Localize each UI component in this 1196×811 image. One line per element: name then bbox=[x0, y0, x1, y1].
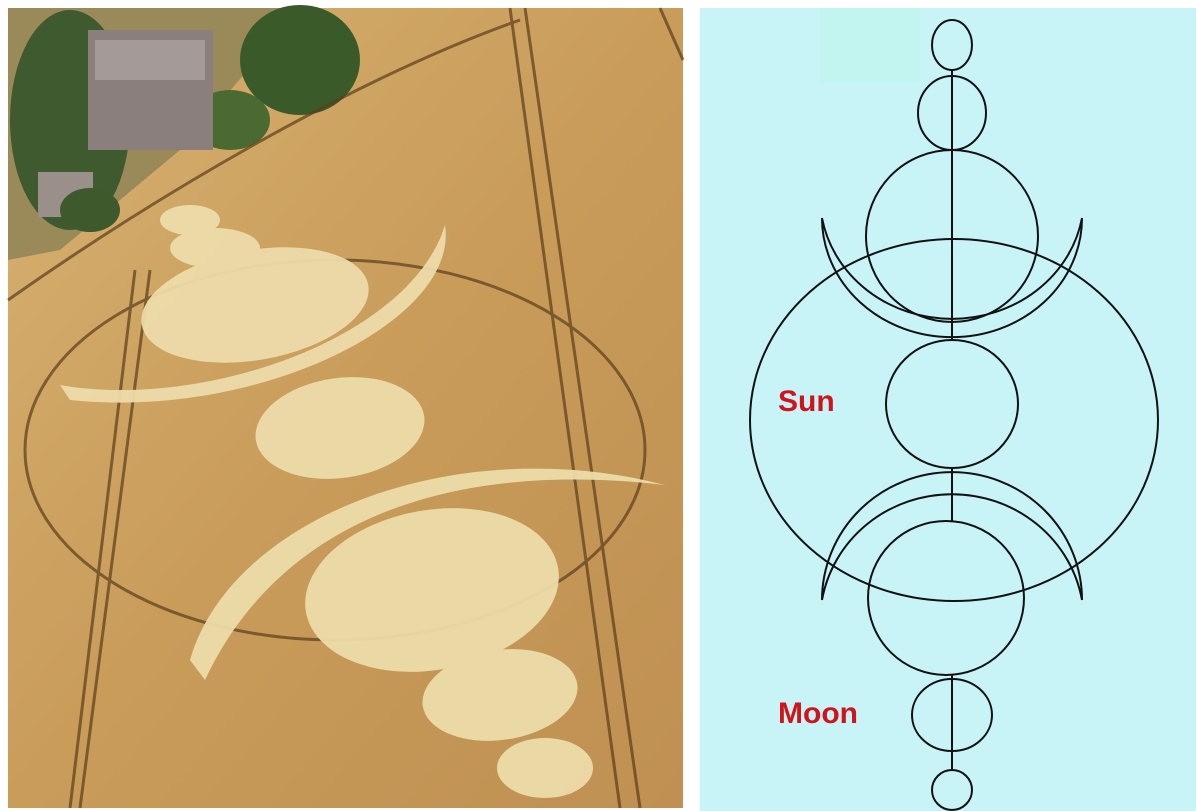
diagram: Sun Moon bbox=[700, 8, 1196, 811]
crop-circle-photo bbox=[8, 5, 683, 808]
image-pair: Sun Moon bbox=[0, 0, 1196, 811]
sun-label: Sun bbox=[778, 385, 835, 418]
moon-label: Moon bbox=[778, 697, 858, 730]
page: Sun Moon (() => { const data = JSON.pars… bbox=[0, 0, 1196, 811]
